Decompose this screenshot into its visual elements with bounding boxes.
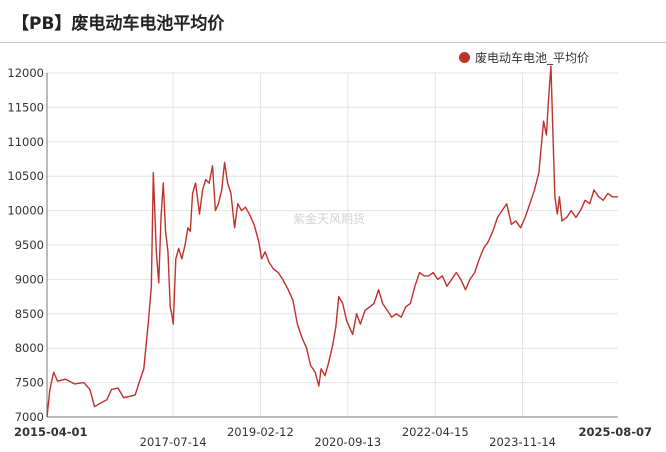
x-tick-label: 2025-08-07 (578, 425, 652, 439)
y-tick-label: 8500 (15, 307, 44, 321)
y-tick-label: 7000 (15, 410, 44, 424)
chart-header: 【PB】废电动车电池平均价 (0, 0, 666, 43)
y-tick-label: 9000 (15, 272, 44, 286)
legend-label: 废电动车电池_平均价 (475, 50, 590, 65)
y-tick-label: 7500 (15, 376, 44, 390)
series-line (46, 65, 618, 418)
x-tick-label: 2019-02-12 (227, 425, 294, 439)
x-tick-label: 2017-07-14 (140, 435, 207, 449)
x-tick-label: 2015-04-01 (14, 425, 88, 439)
chart-title: 【PB】废电动车电池平均价 (12, 14, 225, 34)
y-tick-label: 11500 (7, 100, 44, 114)
x-tick-label: 2023-11-14 (489, 435, 556, 449)
y-tick-label: 12000 (7, 66, 44, 80)
y-tick-label: 11000 (7, 135, 44, 149)
chart-legend[interactable]: 废电动车电池_平均价 (459, 48, 589, 66)
watermark: 紫金天风期货 (293, 212, 366, 226)
y-tick-label: 10500 (7, 169, 44, 183)
y-tick-label: 8000 (15, 341, 44, 355)
y-tick-label: 10000 (7, 204, 44, 218)
y-tick-label: 9500 (15, 238, 44, 252)
x-tick-label: 2022-04-15 (402, 425, 469, 439)
legend-swatch (459, 51, 470, 63)
x-tick-label: 2020-09-13 (314, 435, 381, 449)
